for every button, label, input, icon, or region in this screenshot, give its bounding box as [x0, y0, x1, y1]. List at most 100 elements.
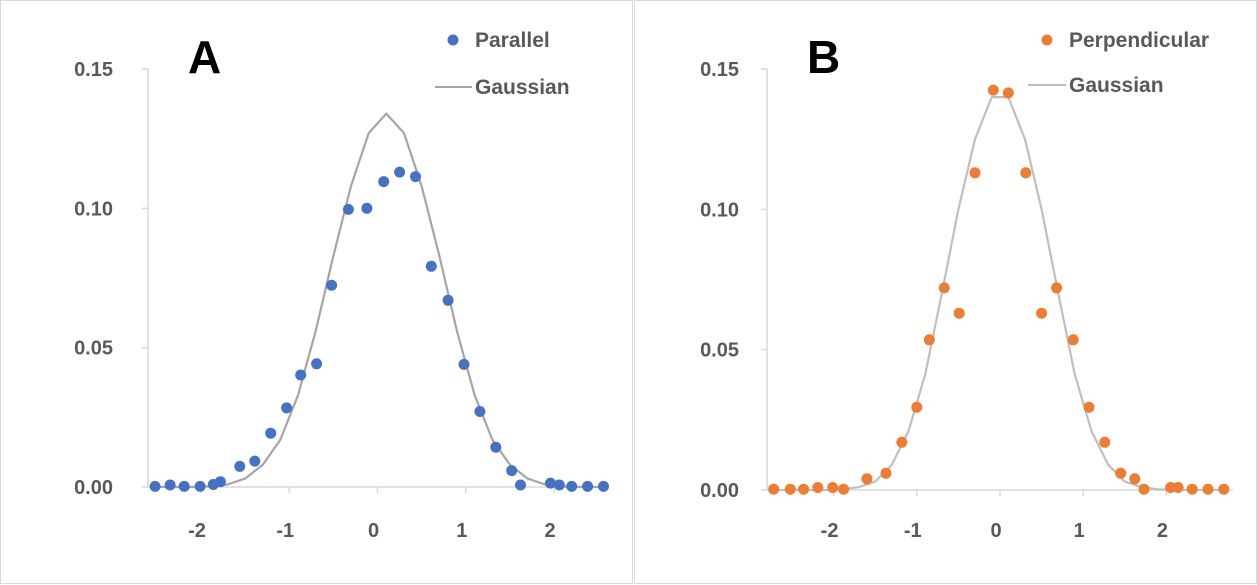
x-tick-label: -2 [821, 520, 839, 542]
data-point [827, 482, 839, 493]
legend-label-gaussian: Gaussian [475, 76, 570, 99]
data-point [410, 171, 421, 183]
y-tick-label: 0.10 [74, 198, 113, 220]
legend-marker-perpendicular [1041, 34, 1053, 46]
data-point [281, 402, 293, 414]
data-point [249, 455, 261, 467]
y-tick-label: 0.00 [74, 477, 113, 499]
data-point [394, 166, 406, 178]
legend-label-parallel: Parallel [475, 29, 550, 52]
data-point [582, 480, 594, 492]
data-point [149, 480, 161, 492]
chart-b-svg: B 0.00 0.05 0.10 0.15 -2 -1 0 1 2 Perpendicular … [700, 29, 1233, 542]
data-point [861, 473, 873, 485]
data-point [442, 294, 454, 306]
chart-a-ticks: 0.00 0.05 0.10 0.15 -2 -1 0 1 2 [74, 59, 556, 542]
data-point [598, 480, 609, 492]
data-point [953, 307, 965, 319]
data-point [969, 167, 981, 179]
data-point [896, 436, 908, 448]
chart-a-legend: Parallel Gaussian [435, 29, 570, 99]
chart-a-axes [147, 69, 607, 488]
data-point [474, 406, 486, 417]
y-tick-label: 0.05 [74, 338, 113, 360]
x-tick-label: 1 [456, 520, 467, 542]
data-point [880, 467, 892, 479]
y-tick-label: 0.15 [74, 59, 113, 81]
chart-a-svg: A 0.00 0.05 0.10 0.15 -2 -1 0 1 2 Parallel Gauss… [74, 29, 609, 542]
data-point [1002, 87, 1014, 99]
data-point [553, 479, 565, 491]
x-tick-label: -1 [276, 520, 294, 542]
data-point [1202, 483, 1214, 495]
chart-panel-b: B 0.00 0.05 0.10 0.15 -2 -1 0 1 2 Perpendicular … [634, 0, 1257, 584]
chart-b-gaussian [775, 96, 1225, 492]
data-point [490, 441, 502, 453]
x-tick-label: -1 [904, 520, 922, 542]
data-point [178, 480, 190, 492]
data-point [194, 480, 206, 492]
x-tick-label: 2 [544, 520, 555, 542]
data-point [295, 369, 307, 381]
legend-label-perpendicular: Perpendicular [1069, 29, 1209, 52]
data-point [938, 282, 950, 294]
data-point [1138, 483, 1150, 495]
chart-b-legend: Perpendicular Gaussian [1028, 29, 1209, 97]
x-tick-label: -2 [188, 520, 206, 542]
data-point [342, 203, 354, 215]
data-point [214, 476, 226, 488]
data-point [812, 482, 824, 493]
y-tick-label: 0.10 [700, 199, 739, 221]
data-point [798, 483, 810, 495]
chart-a-gaussian [156, 112, 599, 489]
legend-label-gaussian: Gaussian [1069, 74, 1164, 97]
x-tick-label: 2 [1157, 520, 1168, 542]
data-point [1020, 167, 1032, 179]
data-point [1036, 307, 1048, 319]
data-point [378, 176, 390, 188]
data-point [784, 483, 796, 495]
data-point [506, 465, 518, 477]
panel-label-a: A [188, 31, 221, 83]
data-point [566, 480, 578, 492]
gaussian-curve [775, 96, 1225, 492]
data-point [911, 401, 923, 413]
data-point [987, 84, 999, 96]
data-point [515, 479, 526, 491]
data-point [1083, 401, 1095, 413]
data-point [234, 460, 246, 472]
data-point [311, 358, 323, 370]
x-tick-label: 0 [368, 520, 379, 542]
data-point [1218, 483, 1230, 495]
y-tick-label: 0.00 [700, 480, 739, 502]
data-point [545, 477, 556, 489]
data-point [1099, 436, 1111, 448]
data-point [1186, 483, 1198, 495]
data-point [1115, 467, 1127, 479]
legend-marker-parallel [447, 34, 459, 46]
data-point [361, 202, 373, 214]
data-point [326, 279, 338, 291]
data-point [425, 260, 437, 272]
data-point [458, 358, 470, 370]
y-tick-label: 0.05 [700, 340, 739, 362]
data-point [923, 334, 935, 346]
panel-label-b: B [807, 31, 840, 83]
data-point [838, 483, 850, 495]
chart-b-points [768, 84, 1230, 495]
chart-a-points [149, 166, 609, 492]
data-point [1172, 482, 1184, 493]
data-point [768, 483, 780, 495]
data-point [1067, 334, 1079, 346]
data-point [265, 427, 277, 439]
y-tick-label: 0.15 [700, 59, 739, 81]
data-point [164, 479, 176, 491]
chart-b-ticks: 0.00 0.05 0.10 0.15 -2 -1 0 1 2 [700, 59, 1168, 542]
data-point [1129, 473, 1141, 485]
x-tick-label: 1 [1074, 520, 1085, 542]
chart-b-axes [766, 69, 1233, 491]
data-point [1051, 282, 1063, 294]
chart-panel-a: A 0.00 0.05 0.10 0.15 -2 -1 0 1 2 Parallel Gauss… [0, 0, 633, 584]
x-tick-label: 0 [990, 520, 1001, 542]
gaussian-curve [156, 112, 599, 489]
